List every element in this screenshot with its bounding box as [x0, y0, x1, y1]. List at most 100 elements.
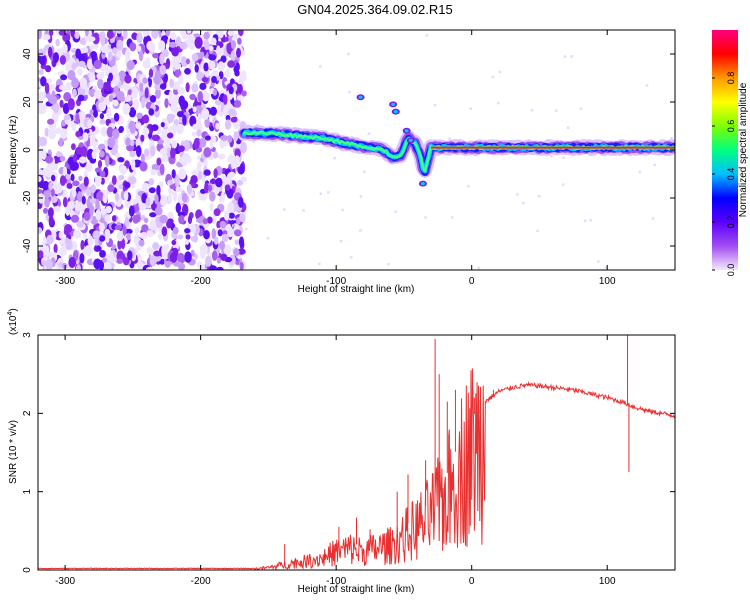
noise-blob — [191, 170, 199, 176]
noise-blob — [211, 250, 218, 261]
noise-speck — [605, 266, 608, 269]
noise-blob — [203, 230, 210, 240]
noise-blob — [238, 196, 244, 208]
noise-blob — [67, 200, 75, 210]
noise-blob — [89, 207, 94, 217]
noise-blob — [117, 157, 125, 163]
noise-blob — [117, 239, 122, 250]
noise-blob — [100, 43, 109, 54]
noise-blob — [126, 60, 135, 71]
noise-speck — [653, 163, 656, 167]
noise-blob — [100, 35, 106, 46]
noise-blob — [79, 77, 88, 90]
noise-blob — [124, 85, 130, 92]
noise-speck — [339, 239, 343, 243]
noise-blob — [99, 150, 105, 158]
snr-spikes — [284, 335, 630, 564]
noise-blob — [76, 220, 84, 228]
noise-blob — [128, 205, 135, 217]
noise-blob — [176, 252, 185, 263]
noise-blob — [161, 35, 169, 41]
noise-blob — [95, 208, 102, 221]
noise-blob — [38, 250, 44, 259]
noise-blob — [107, 51, 113, 61]
noise-blob — [124, 181, 131, 189]
y-tick-label: 40 — [22, 48, 33, 60]
noise-blob — [219, 135, 229, 141]
noise-blob — [139, 161, 148, 172]
noise-speck — [516, 193, 519, 196]
noise-blob — [136, 32, 143, 44]
noise-blob — [197, 91, 203, 103]
noise-blob — [94, 89, 102, 99]
noise-blob — [227, 60, 236, 68]
noise-blob — [38, 107, 46, 115]
noise-blob — [205, 255, 212, 267]
noise-blob — [224, 36, 229, 42]
noise-blob — [227, 30, 235, 37]
noise-blob — [122, 30, 128, 40]
noise-blob — [62, 197, 68, 208]
noise-blob — [177, 87, 185, 95]
noise-blob — [174, 69, 182, 78]
noise-blob — [46, 162, 54, 174]
noise-blob — [233, 248, 240, 257]
noise-blob — [184, 239, 189, 245]
noise-blob — [41, 260, 47, 266]
noise-speck — [597, 260, 600, 263]
noise-blob — [38, 150, 44, 161]
noise-blob — [172, 93, 178, 100]
noise-blob — [151, 124, 159, 131]
snr-panel: -300 -200 -100 0 100 0 1 2 3 Height of straight… — [7, 308, 676, 595]
snr-line — [38, 368, 675, 570]
noise-blob — [237, 37, 242, 45]
noise-blob — [87, 119, 93, 129]
noise-blob — [108, 72, 113, 82]
noise-blob — [170, 147, 176, 159]
y-tick-label: 0 — [22, 147, 33, 153]
noise-blob — [71, 62, 77, 71]
noise-blob — [47, 118, 55, 125]
noise-blob — [94, 167, 102, 173]
noise-speck — [579, 107, 582, 110]
noise-blob — [187, 215, 193, 225]
noise-blob — [127, 89, 132, 96]
noise-blob — [206, 216, 213, 224]
noise-blob — [66, 183, 73, 189]
noise-blob — [188, 60, 194, 70]
noise-blob — [72, 153, 78, 163]
colorbar-tick-label: 0.2 — [726, 216, 736, 229]
noise-blob — [234, 69, 240, 77]
ridge-blob-core — [358, 95, 363, 99]
noise-blob — [112, 128, 120, 140]
noise-blob — [215, 122, 221, 130]
noise-speck — [327, 191, 330, 194]
noise-blob — [83, 47, 89, 53]
noise-blob — [149, 95, 157, 103]
noise-blob — [168, 90, 174, 103]
noise-blob — [141, 224, 149, 233]
noise-blob — [129, 123, 136, 134]
noise-blob — [151, 30, 159, 39]
noise-blob — [63, 92, 72, 102]
noise-blob — [233, 100, 242, 108]
noise-blob — [140, 203, 147, 210]
noise-blob — [184, 68, 191, 75]
scale-note-close: ) — [8, 308, 19, 311]
noise-blob — [201, 91, 210, 102]
noise-speck — [566, 126, 570, 129]
noise-blob — [112, 99, 119, 107]
noise-blob — [215, 177, 223, 188]
noise-blob — [150, 145, 156, 157]
noise-blob — [196, 129, 202, 137]
noise-blob — [148, 187, 156, 194]
noise-blob — [70, 30, 75, 38]
noise-blob — [201, 76, 209, 83]
noise-blob — [143, 183, 151, 189]
noise-blob — [191, 53, 199, 62]
noise-blob — [118, 126, 125, 133]
noise-blob — [220, 55, 227, 63]
noise-blob — [238, 236, 245, 248]
noise-speck — [394, 210, 397, 213]
noise-blob — [144, 87, 149, 99]
